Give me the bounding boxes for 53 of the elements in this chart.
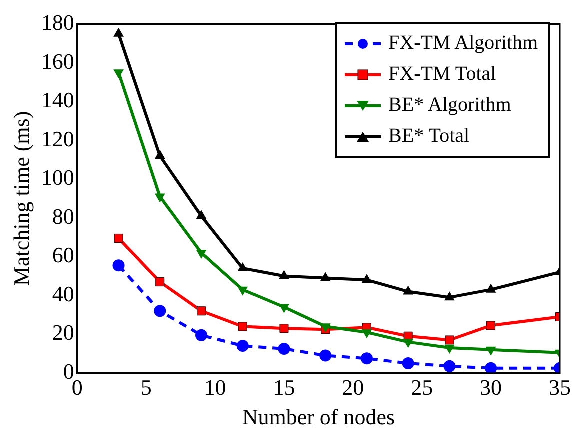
x-tick-label: 10 — [204, 375, 226, 400]
point — [114, 234, 124, 243]
point — [196, 210, 207, 220]
point — [320, 272, 331, 282]
point — [403, 286, 414, 295]
point — [445, 336, 454, 345]
y-tick-label: 80 — [52, 204, 74, 229]
y-axis-title: Matching time (ms) — [8, 111, 34, 286]
point — [195, 329, 208, 342]
point — [280, 324, 289, 334]
point — [485, 362, 498, 374]
x-axis-title: Number of nodes — [242, 404, 396, 430]
x-tick-label: 15 — [273, 375, 296, 400]
legend-label: BE* Total — [388, 124, 470, 149]
point — [112, 260, 125, 272]
point — [238, 262, 248, 272]
y-tick-label: 120 — [41, 126, 74, 152]
point — [486, 284, 496, 293]
point — [156, 278, 165, 287]
x-tick-label: 20 — [342, 375, 364, 400]
point — [444, 344, 455, 354]
x-tick-label: 25 — [411, 375, 434, 400]
point — [114, 28, 124, 37]
point — [278, 342, 290, 355]
point — [197, 306, 206, 316]
point — [279, 270, 290, 280]
legend-label: FX-TM Algorithm — [388, 31, 538, 56]
point — [320, 350, 332, 362]
y-tick-label: 0 — [63, 358, 74, 384]
x-tick-label: 35 — [549, 375, 571, 400]
point — [402, 358, 414, 370]
y-tick-label: 20 — [52, 320, 74, 346]
point — [154, 305, 166, 318]
x-tick-label: 30 — [480, 375, 502, 400]
point — [238, 322, 248, 332]
y-tick-label: 140 — [41, 88, 74, 113]
legend-label: BE* Algorithm — [388, 93, 512, 118]
point — [444, 292, 455, 301]
y-tick-label: 60 — [52, 242, 74, 268]
point — [236, 340, 249, 352]
point — [362, 329, 372, 338]
x-tick-label: 5 — [140, 375, 152, 400]
point — [444, 360, 456, 372]
point — [154, 150, 166, 160]
y-tick-label: 180 — [41, 10, 74, 35]
y-tick-label: 160 — [41, 48, 74, 74]
y-tick-label: 100 — [41, 165, 74, 190]
point — [486, 346, 496, 356]
point — [486, 321, 496, 330]
y-tick-label: 40 — [52, 281, 74, 306]
legend-label: FX-TM Total — [388, 62, 496, 87]
point — [362, 274, 372, 284]
point — [360, 352, 373, 365]
